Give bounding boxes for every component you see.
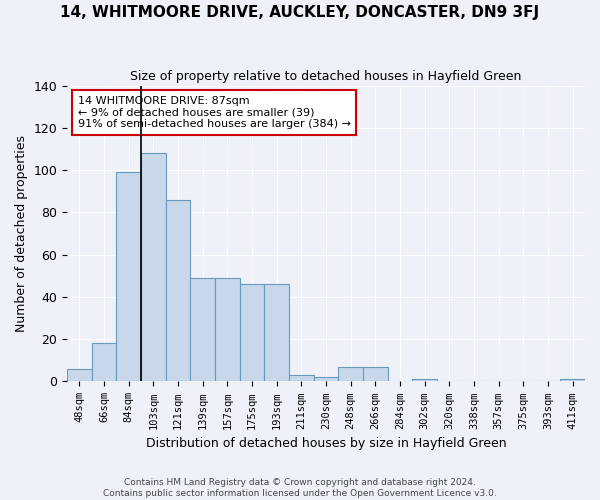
Bar — [215, 278, 240, 382]
Bar — [265, 284, 289, 382]
Bar — [92, 344, 116, 382]
X-axis label: Distribution of detached houses by size in Hayfield Green: Distribution of detached houses by size … — [146, 437, 506, 450]
Bar — [314, 377, 338, 382]
Bar — [141, 153, 166, 382]
Y-axis label: Number of detached properties: Number of detached properties — [15, 135, 28, 332]
Bar — [363, 366, 388, 382]
Bar — [289, 375, 314, 382]
Bar — [338, 366, 363, 382]
Bar — [240, 284, 265, 382]
Bar — [560, 380, 585, 382]
Bar — [412, 380, 437, 382]
Bar — [166, 200, 190, 382]
Bar — [190, 278, 215, 382]
Bar — [67, 369, 92, 382]
Title: Size of property relative to detached houses in Hayfield Green: Size of property relative to detached ho… — [130, 70, 522, 83]
Text: 14 WHITMOORE DRIVE: 87sqm
← 9% of detached houses are smaller (39)
91% of semi-d: 14 WHITMOORE DRIVE: 87sqm ← 9% of detach… — [77, 96, 350, 129]
Text: 14, WHITMOORE DRIVE, AUCKLEY, DONCASTER, DN9 3FJ: 14, WHITMOORE DRIVE, AUCKLEY, DONCASTER,… — [61, 5, 539, 20]
Text: Contains HM Land Registry data © Crown copyright and database right 2024.
Contai: Contains HM Land Registry data © Crown c… — [103, 478, 497, 498]
Bar — [116, 172, 141, 382]
